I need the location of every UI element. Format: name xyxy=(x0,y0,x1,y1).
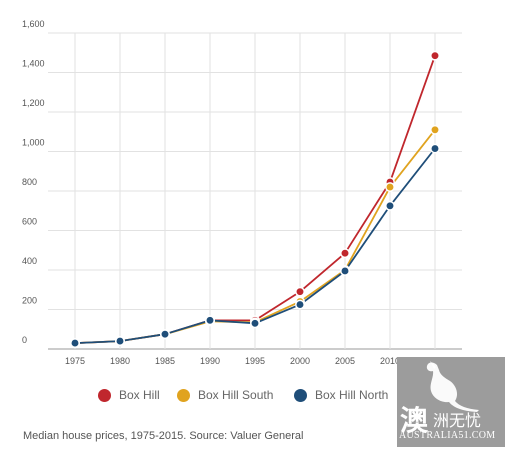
data-point xyxy=(115,336,125,347)
x-tick-label: 1975 xyxy=(65,356,85,366)
y-tick-label: 200 xyxy=(22,296,37,306)
x-tick-label: 2010 xyxy=(380,356,400,366)
data-point xyxy=(340,266,350,276)
y-tick-label: 1,400 xyxy=(22,59,45,69)
data-point xyxy=(385,200,395,211)
data-point xyxy=(295,299,305,310)
data-point xyxy=(250,318,260,329)
legend-label-box-hill-north: Box Hill North xyxy=(315,388,389,402)
legend-marker-box-hill-south xyxy=(177,388,190,402)
watermark: 澳 洲无忧 AUSTRALIA51.COM xyxy=(397,357,505,447)
data-point xyxy=(205,315,215,326)
legend-label-box-hill-south: Box Hill South xyxy=(198,388,274,402)
data-point xyxy=(430,143,440,154)
y-tick-label: 400 xyxy=(22,256,37,266)
legend-marker-box-hill xyxy=(98,388,111,402)
watermark-cn: 洲无忧 xyxy=(433,413,482,430)
data-point xyxy=(430,50,440,61)
y-tick-label: 1,200 xyxy=(22,98,45,108)
y-tick-label: 600 xyxy=(22,217,37,227)
x-tick-label: 2000 xyxy=(290,356,310,366)
x-tick-label: 1980 xyxy=(110,356,130,366)
data-point xyxy=(340,248,350,259)
data-point xyxy=(160,329,170,340)
y-tick-label: 1,000 xyxy=(22,138,45,148)
x-tick-label: 1990 xyxy=(200,356,220,366)
watermark-char: 澳 xyxy=(400,406,429,437)
x-tick-label: 2005 xyxy=(335,356,355,366)
legend-item-box-hill-south[interactable]: Box Hill South xyxy=(177,388,273,402)
watermark-url: AUSTRALIA51.COM xyxy=(399,430,496,441)
x-tick-label: 1985 xyxy=(155,356,175,366)
legend-label-box-hill: Box Hill xyxy=(119,388,160,402)
y-tick-label: 1,600 xyxy=(22,19,45,29)
y-tick-label: 0 xyxy=(22,335,27,345)
legend-item-box-hill-north[interactable]: Box Hill North xyxy=(294,388,388,402)
data-point xyxy=(295,286,305,297)
legend-marker-box-hill-north xyxy=(294,388,307,402)
x-tick-label: 1995 xyxy=(245,356,265,366)
y-tick-label: 800 xyxy=(22,177,37,187)
legend-item-box-hill[interactable]: Box Hill xyxy=(98,388,160,402)
chart-caption: Median house prices, 1975-2015. Source: … xyxy=(23,430,304,442)
data-point xyxy=(385,182,395,193)
data-point xyxy=(430,124,440,135)
data-point xyxy=(70,338,80,349)
kangaroo-icon xyxy=(426,361,479,412)
chart-legend: Box Hill Box Hill South Box Hill North xyxy=(0,382,506,412)
